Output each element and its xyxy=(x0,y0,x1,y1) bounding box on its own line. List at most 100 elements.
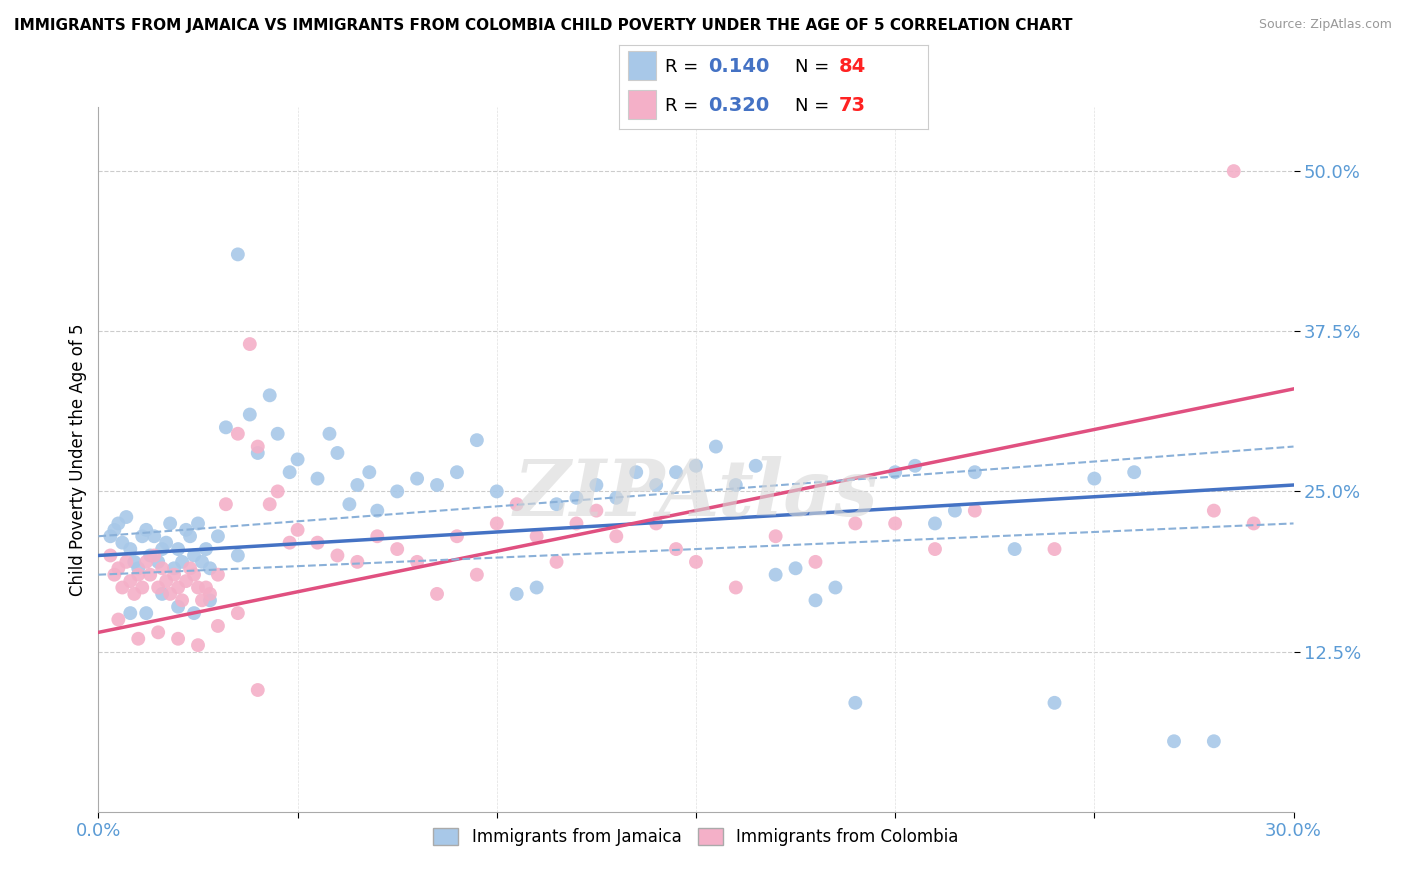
Point xyxy=(179,529,201,543)
Point xyxy=(107,516,129,531)
Point xyxy=(207,619,229,633)
Point xyxy=(287,452,309,467)
Point xyxy=(346,478,368,492)
Point xyxy=(259,497,281,511)
Point xyxy=(278,465,301,479)
Point xyxy=(426,587,449,601)
Point xyxy=(215,420,238,434)
Text: 84: 84 xyxy=(838,57,866,76)
Point xyxy=(1083,472,1105,486)
Point xyxy=(485,516,508,531)
Point xyxy=(339,497,361,511)
Point xyxy=(111,535,134,549)
Point xyxy=(1004,542,1026,557)
Point xyxy=(1163,734,1185,748)
Point xyxy=(1202,734,1225,748)
Point xyxy=(115,510,138,524)
Point xyxy=(183,549,205,563)
Point xyxy=(143,549,166,563)
Point xyxy=(139,549,162,563)
Point xyxy=(1202,503,1225,517)
Point xyxy=(366,529,388,543)
Point xyxy=(135,555,157,569)
Point xyxy=(124,555,146,569)
Point xyxy=(605,491,627,505)
Point xyxy=(120,542,142,557)
Point xyxy=(150,542,173,557)
Point xyxy=(115,555,138,569)
Point xyxy=(239,408,262,422)
Point xyxy=(546,555,568,569)
Point xyxy=(287,523,309,537)
Point xyxy=(163,567,186,582)
Point xyxy=(546,497,568,511)
Point xyxy=(307,472,329,486)
Point xyxy=(174,523,197,537)
Point xyxy=(120,606,142,620)
Point xyxy=(148,625,170,640)
Point xyxy=(963,503,986,517)
Point xyxy=(506,587,529,601)
Point xyxy=(1243,516,1265,531)
Text: 0.140: 0.140 xyxy=(709,57,769,76)
Point xyxy=(785,561,807,575)
Point xyxy=(685,458,707,473)
Point xyxy=(246,683,269,698)
Point xyxy=(1043,542,1066,557)
Point xyxy=(406,555,429,569)
Point xyxy=(1043,696,1066,710)
Point xyxy=(605,529,627,543)
Point xyxy=(148,581,170,595)
Point xyxy=(187,581,209,595)
Text: Source: ZipAtlas.com: Source: ZipAtlas.com xyxy=(1258,18,1392,31)
Point xyxy=(844,696,866,710)
Point xyxy=(665,542,688,557)
Point xyxy=(904,458,927,473)
Point xyxy=(155,535,177,549)
Point xyxy=(724,478,747,492)
Text: ZIPAtlas: ZIPAtlas xyxy=(513,457,879,533)
Point xyxy=(366,503,388,517)
Point xyxy=(135,523,157,537)
Point xyxy=(167,542,190,557)
Point xyxy=(111,581,134,595)
Point xyxy=(385,484,409,499)
FancyBboxPatch shape xyxy=(628,51,655,80)
Text: R =: R = xyxy=(665,58,704,76)
Point xyxy=(765,529,787,543)
Point xyxy=(207,529,229,543)
Point xyxy=(198,561,221,575)
Point xyxy=(506,497,529,511)
Point xyxy=(120,574,142,588)
Point xyxy=(446,529,468,543)
Point xyxy=(207,567,229,582)
Point xyxy=(103,567,125,582)
Point xyxy=(198,587,221,601)
Point xyxy=(172,593,194,607)
Point xyxy=(804,555,827,569)
Point xyxy=(167,632,190,646)
Point xyxy=(326,549,349,563)
Text: N =: N = xyxy=(794,96,835,114)
Point xyxy=(884,465,907,479)
Point xyxy=(159,516,181,531)
Point xyxy=(307,535,329,549)
Point xyxy=(259,388,281,402)
Point xyxy=(665,465,688,479)
Point xyxy=(127,567,149,582)
Point xyxy=(1223,164,1246,178)
Point xyxy=(103,523,125,537)
Point xyxy=(139,567,162,582)
Point xyxy=(724,581,747,595)
Point xyxy=(155,574,177,588)
Point xyxy=(446,465,468,479)
Point xyxy=(406,472,429,486)
Point xyxy=(215,497,238,511)
Point xyxy=(685,555,707,569)
Point xyxy=(124,587,146,601)
Point xyxy=(943,503,966,517)
Legend: Immigrants from Jamaica, Immigrants from Colombia: Immigrants from Jamaica, Immigrants from… xyxy=(426,822,966,853)
Point xyxy=(127,561,149,575)
Point xyxy=(385,542,409,557)
Point xyxy=(150,587,173,601)
